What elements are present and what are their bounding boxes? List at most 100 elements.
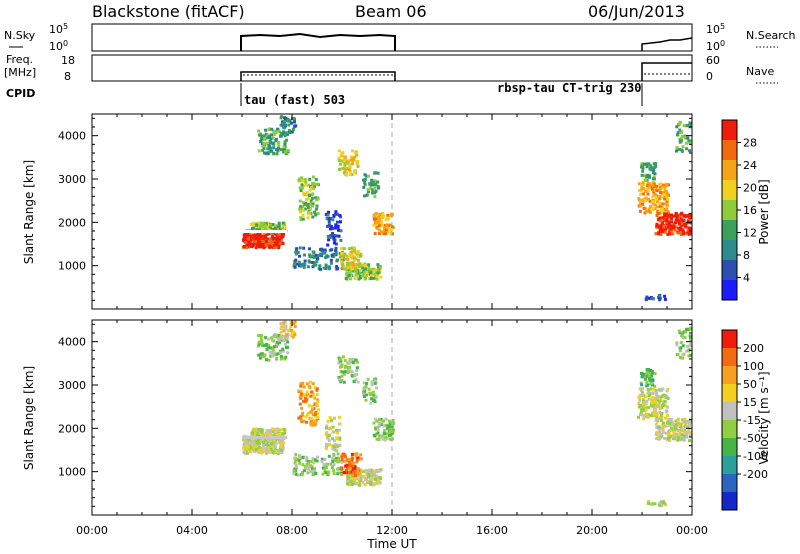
echo-cell <box>292 127 296 131</box>
echo-cell <box>680 433 684 437</box>
echo-cell <box>293 333 297 337</box>
echo-cell <box>659 182 663 186</box>
echo-cell <box>352 461 356 465</box>
echo-cell <box>674 219 678 223</box>
echo-cell <box>269 141 273 145</box>
echo-cell <box>281 432 285 436</box>
colorbar-tick-label: 200 <box>743 342 764 355</box>
echo-cell <box>641 202 644 206</box>
echo-cell <box>276 234 280 238</box>
echo-cell <box>346 482 350 486</box>
echo-cell <box>308 212 312 216</box>
colorbar-tick-label: -15 <box>743 414 761 427</box>
echo-cell <box>343 471 346 474</box>
echo-cell <box>344 257 348 261</box>
echo-cell <box>379 468 383 472</box>
echo-cell <box>267 440 271 443</box>
echo-cell <box>253 237 257 241</box>
echo-cell <box>305 191 309 195</box>
echo-cell <box>353 478 357 482</box>
echo-cell <box>265 237 269 241</box>
echo-cell <box>348 463 352 467</box>
echo-cell <box>673 432 676 435</box>
echo-cell <box>648 377 651 381</box>
echo-cell <box>323 468 327 472</box>
echo-cell <box>376 419 380 423</box>
colorbar-tick-label: 16 <box>743 204 757 217</box>
echo-cell <box>293 265 297 269</box>
echo-cell <box>312 421 316 425</box>
echo-cell <box>343 267 347 271</box>
echo-cell <box>365 472 369 476</box>
echo-cell <box>670 420 674 424</box>
echo-cell <box>310 418 314 422</box>
echo-cell <box>267 346 271 350</box>
echo-cell <box>638 209 642 213</box>
echo-cell <box>299 418 303 422</box>
echo-cell <box>297 416 301 420</box>
echo-cell <box>249 440 253 444</box>
echo-cell <box>309 416 313 420</box>
echo-cell <box>369 186 373 190</box>
echo-cell <box>640 407 644 411</box>
echo-cell <box>327 210 330 214</box>
echo-cell <box>269 137 273 141</box>
echo-cell <box>315 403 319 407</box>
echo-cell <box>245 439 249 443</box>
echo-cell <box>279 234 283 238</box>
echo-cell <box>301 179 305 183</box>
echo-cell <box>356 160 360 163</box>
echo-cell <box>663 202 667 206</box>
echo-cell <box>245 443 249 447</box>
echo-cell <box>257 129 261 133</box>
echo-cell <box>676 419 680 423</box>
echo-cell <box>358 274 362 278</box>
echo-cell <box>663 230 667 234</box>
echo-cell <box>350 467 354 471</box>
echo-cell <box>389 232 393 236</box>
echo-cell <box>339 357 343 361</box>
echo-cell <box>290 130 294 134</box>
echo-cell <box>669 224 673 228</box>
echo-cell <box>346 365 350 369</box>
echo-cell <box>688 121 692 125</box>
echo-cell <box>363 262 367 266</box>
echo-cell <box>680 149 684 153</box>
echo-cell <box>333 212 337 216</box>
echo-cell <box>332 463 336 466</box>
echo-cell <box>305 462 309 466</box>
echo-cell <box>345 471 348 475</box>
echo-cell <box>679 131 683 134</box>
echo-cell <box>359 253 363 256</box>
echo-cell <box>349 155 353 159</box>
echo-cell <box>358 262 362 266</box>
echo-cell <box>262 134 266 138</box>
echo-cell <box>373 186 377 190</box>
echo-cell <box>294 252 298 256</box>
echo-cell <box>665 197 669 201</box>
echo-cell <box>684 225 688 229</box>
echo-cell <box>659 233 663 236</box>
echo-cell <box>311 175 315 179</box>
echo-cell <box>650 369 654 373</box>
echo-cell <box>658 298 662 302</box>
echo-cell <box>292 330 296 334</box>
echo-cell <box>282 130 286 134</box>
echo-cell <box>305 456 309 460</box>
velocity-scatter <box>242 320 693 508</box>
nsearch-label: N.Search <box>746 29 796 42</box>
echo-cell <box>649 296 653 300</box>
echo-cell <box>670 220 674 224</box>
echo-cell <box>302 469 306 473</box>
echo-cell <box>332 454 336 458</box>
echo-cell <box>283 320 287 324</box>
echo-cell <box>356 380 360 384</box>
echo-cell <box>272 339 276 343</box>
echo-cell <box>283 357 287 361</box>
echo-cell <box>300 183 304 187</box>
echo-cell <box>332 430 336 434</box>
echo-cell <box>340 473 344 476</box>
echo-cell <box>306 459 310 463</box>
echo-cell <box>251 243 255 247</box>
echo-cell <box>367 266 371 270</box>
